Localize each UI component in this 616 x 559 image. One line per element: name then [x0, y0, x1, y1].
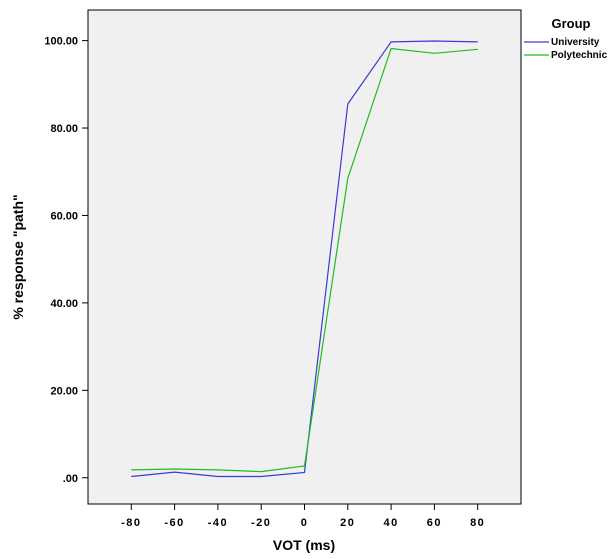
- y-tick-label: 60.00: [50, 210, 78, 222]
- y-tick-label: 40.00: [50, 298, 78, 310]
- series-layer: [131, 40, 478, 478]
- y-tick-label: 100.00: [44, 36, 78, 48]
- y-axis: .00 20.00 40.00 60.00 80.00 100.00: [44, 36, 88, 485]
- x-tick-label: 60: [427, 517, 442, 529]
- y-tick-label: 20.00: [50, 385, 78, 397]
- x-tick-label: 0: [301, 517, 309, 529]
- x-tick-label: -20: [251, 517, 271, 529]
- y-axis-title: % response "path": [10, 194, 26, 319]
- series-line-university: [131, 40, 478, 478]
- x-tick-label: 40: [383, 517, 398, 529]
- x-tick-label: -80: [121, 517, 141, 529]
- x-tick-label: 20: [340, 517, 355, 529]
- legend-label: University: [551, 37, 600, 48]
- series-line-polytechnic: [131, 47, 478, 473]
- y-tick-label: .00: [63, 473, 78, 485]
- x-tick-label: 80: [470, 517, 485, 529]
- legend: Group University Polytechnic: [524, 16, 608, 61]
- x-tick-label: -40: [208, 517, 228, 529]
- y-tick-label: 80.00: [50, 123, 78, 135]
- legend-label: Polytechnic: [551, 50, 608, 61]
- plot-area: [87, 9, 522, 505]
- x-axis: -80 -60 -40 -20 0 20 40 60 80: [121, 504, 485, 529]
- x-axis-title: VOT (ms): [273, 537, 335, 553]
- legend-title: Group: [552, 16, 591, 31]
- x-tick-label: -60: [164, 517, 184, 529]
